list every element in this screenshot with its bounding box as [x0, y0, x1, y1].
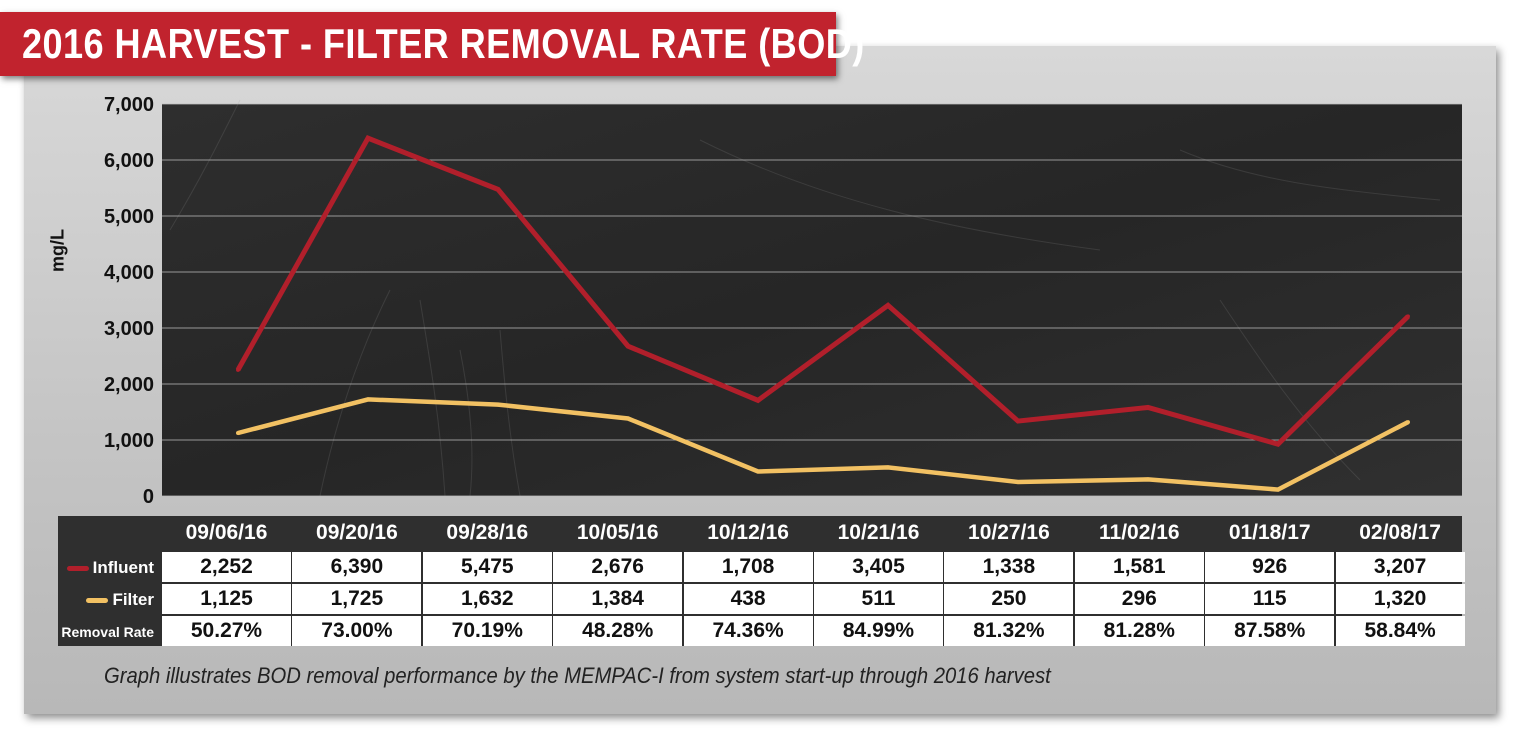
table-cell: 1,708 [683, 552, 813, 582]
table-cell: 1,338 [944, 552, 1074, 582]
data-point-influent [626, 344, 630, 349]
legend-label: Removal Rate [61, 624, 154, 640]
table-cell: 87.58% [1205, 616, 1335, 646]
table-cell: 250 [944, 584, 1074, 614]
table-cell: 2,676 [553, 552, 683, 582]
data-point-influent [236, 367, 240, 372]
table-cell: 70.19% [422, 616, 552, 646]
data-point-filter [1146, 477, 1150, 482]
data-point-filter [626, 416, 630, 421]
table-row-label: Removal Rate [58, 616, 158, 648]
table-cell: 3,405 [814, 552, 943, 582]
table-header-date: 11/02/16 [1099, 521, 1180, 544]
y-tick-label: 1,000 [104, 430, 154, 452]
legend-label: Influent [92, 558, 154, 577]
data-point-filter [886, 465, 890, 470]
data-point-filter [236, 431, 240, 435]
data-point-filter [756, 469, 760, 474]
data-point-influent [886, 303, 890, 308]
table-cell: 1,384 [553, 584, 683, 614]
series-line-filter [237, 397, 1410, 492]
y-tick-label: 3,000 [104, 318, 154, 340]
table-cell: 2,252 [162, 552, 291, 582]
data-point-influent [756, 398, 760, 403]
table-cell: 115 [1205, 584, 1335, 614]
table-cell: 3,207 [1335, 552, 1465, 582]
table-cell: 926 [1205, 552, 1335, 582]
legend-swatch [66, 565, 89, 571]
table-cell: 48.28% [553, 616, 683, 646]
table-header-date: 09/20/16 [316, 521, 398, 544]
series-line-influent [235, 135, 1410, 447]
y-tick-label: 2,000 [104, 374, 154, 396]
y-tick-label: 0 [143, 486, 154, 508]
series-points [236, 136, 1410, 492]
table-cell: 6,390 [292, 552, 422, 582]
data-point-filter [1016, 480, 1020, 484]
data-point-filter [496, 402, 500, 407]
table-header-date: 10/21/16 [837, 521, 920, 544]
table-cell: 296 [1074, 584, 1204, 614]
data-point-influent [1406, 314, 1410, 319]
table-header-date: 01/18/17 [1228, 521, 1311, 544]
title-banner: 2016 HARVEST - FILTER REMOVAL RATE (BOD) [0, 12, 864, 76]
table-cell: 438 [683, 584, 813, 614]
table-cell: 1,632 [422, 584, 552, 614]
legend-label: Filter [112, 590, 154, 609]
table-cell: 73.00% [292, 616, 422, 646]
data-point-influent [1276, 442, 1280, 447]
data-point-influent [1146, 405, 1150, 410]
table-cell: 1,725 [292, 584, 422, 614]
data-point-filter [366, 397, 370, 402]
y-tick-label: 4,000 [104, 262, 154, 284]
y-axis-label: mg/L [47, 229, 68, 272]
data-point-influent [366, 136, 370, 141]
chart-caption: Graph illustrates BOD removal performanc… [104, 663, 1051, 688]
table-cell: 81.28% [1074, 616, 1204, 646]
plot-area [162, 104, 1462, 496]
table-header-date: 09/06/16 [185, 521, 268, 544]
y-tick-label: 7,000 [104, 94, 154, 116]
table-cell: 1,320 [1335, 584, 1465, 614]
table-cell: 5,475 [422, 552, 552, 582]
table-header-date: 10/27/16 [968, 521, 1050, 544]
data-point-filter [1276, 487, 1280, 492]
gridlines [162, 103, 1462, 497]
table-row-label: Influent [58, 552, 158, 584]
y-tick-labels: 0 1,000 2,000 3,000 4,000 5,000 6,000 7,000 [104, 94, 154, 508]
chart-title: 2016 HARVEST - FILTER REMOVAL RATE (BOD) [22, 20, 865, 67]
table-header-date: 09/28/16 [446, 521, 529, 544]
table-cell: 50.27% [162, 616, 291, 646]
legend-swatch [86, 597, 109, 603]
table-cell: 58.84% [1335, 616, 1465, 646]
table-header-date: 10/05/16 [576, 521, 659, 544]
data-point-influent [1016, 419, 1020, 424]
table-cell: 81.32% [944, 616, 1074, 646]
table-row-label: Filter [58, 584, 158, 616]
data-table: 09/06/16 09/20/16 09/28/16 10/05/16 10/12/16… [58, 516, 1465, 648]
plot-texture [169, 99, 1441, 497]
y-tick-label: 5,000 [104, 206, 154, 228]
table-cell: 1,125 [162, 584, 291, 614]
data-point-influent [496, 187, 500, 192]
table-cell: 1,581 [1074, 552, 1204, 582]
table-cell: 511 [814, 584, 943, 614]
table-header-date: 10/12/16 [707, 521, 789, 544]
table-cell: 84.99% [814, 616, 943, 646]
series-lines [235, 135, 1410, 492]
table-header-date: 02/08/17 [1359, 521, 1441, 544]
table-cell: 74.36% [683, 616, 813, 646]
data-point-filter [1406, 420, 1410, 425]
y-tick-label: 6,000 [104, 150, 154, 172]
